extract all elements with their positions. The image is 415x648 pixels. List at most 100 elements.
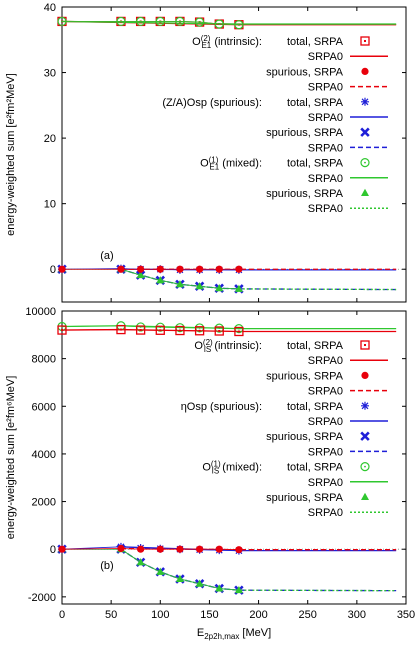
legend-entry-label: total, SRPA: [287, 36, 344, 48]
data-point-intrinsic_spurious: [137, 265, 145, 273]
legend-marker: [361, 371, 369, 379]
data-point-intrinsic_spurious: [196, 545, 204, 553]
data-point-mixed_total-dot: [61, 20, 63, 23]
data-point-intrinsic_total: [116, 324, 126, 335]
data-point-intrinsic_spurious: [58, 265, 66, 273]
legend-entry-label: SRPA0: [308, 355, 343, 367]
series-line-spurious_spurious: [62, 268, 239, 290]
data-point-mixed_total: [234, 20, 244, 30]
y-tick-label: 30: [44, 68, 56, 80]
legend-entry-label: spurious, SRPA: [266, 127, 343, 139]
panel-b: 0 50 100 150 200 250 300 350-200002000400060008…: [5, 306, 415, 641]
data-point-intrinsic_total: [175, 325, 185, 336]
legend-marker: [361, 67, 369, 75]
data-point-intrinsic_spurious: [156, 545, 164, 553]
data-point-mixed_total-dot: [198, 327, 201, 329]
data-point-mixed_spurious: [156, 567, 165, 575]
data-point-mixed_spurious: [175, 574, 184, 582]
panel-label: (b): [100, 560, 113, 572]
legend-marker: [360, 340, 370, 350]
legend-entry-label: SRPA0: [308, 416, 343, 428]
legend-entry-label: SRPA0: [308, 51, 343, 63]
data-point-mixed_total: [155, 16, 165, 27]
data-point-intrinsic_spurious: [215, 265, 223, 273]
data-point-mixed_total-dot: [139, 20, 142, 23]
legend-entry-label: spurious, SRPA: [266, 370, 343, 382]
legend-marker: [361, 401, 369, 410]
data-point-intrinsic_spurious: [176, 265, 184, 273]
data-point-intrinsic_total-dot: [119, 328, 122, 331]
srpa0-line: [61, 20, 397, 25]
legend-entry-label: total, SRPA: [287, 340, 344, 352]
y-tick-label: -2000: [28, 592, 56, 604]
legend-entry-label: SRPA0: [308, 477, 343, 489]
data-point-intrinsic_total-dot: [139, 329, 142, 332]
legend-marker: [360, 158, 370, 168]
data-point-mixed_total-dot: [179, 20, 181, 23]
data-point-mixed_total: [136, 16, 146, 27]
legend-entry-label: total, SRPA: [287, 97, 344, 109]
data-point-intrinsic_spurious: [196, 265, 204, 273]
data-point-intrinsic_spurious: [58, 545, 66, 553]
data-point-mixed_total-dot: [218, 23, 221, 25]
y-tick-label: 10: [44, 199, 56, 211]
x-axis-label: E2p2h,max [MeV]: [197, 627, 271, 641]
legend-group-label: O(1) IS (mixed):: [202, 460, 262, 476]
data-point-mixed_total: [116, 16, 126, 27]
panel-label: (a): [100, 250, 113, 262]
data-point-mixed_total-dot: [238, 327, 240, 330]
legend-entry-label: spurious, SRPA: [266, 431, 343, 443]
data-point-mixed_spurious: [234, 585, 243, 594]
legend-group-label: O(2) IS (intrinsic):: [194, 338, 262, 354]
data-point-mixed_total: [195, 17, 205, 27]
legend-entry-label: total, SRPA: [287, 158, 344, 170]
legend-entry-label: spurious, SRPA: [266, 66, 343, 78]
legend-marker: [360, 431, 370, 441]
data-point-intrinsic_spurious: [215, 545, 223, 553]
x-tick-label: 150: [200, 609, 218, 621]
data-point-intrinsic_total: [194, 326, 205, 336]
y-tick-label: 0: [50, 544, 56, 556]
data-point-mixed_spurious: [195, 282, 204, 290]
y-tick-label: 20: [44, 133, 56, 145]
series-line-mixed_spurious: [62, 268, 239, 290]
data-point-intrinsic_spurious: [117, 265, 125, 273]
data-point-intrinsic_total: [234, 326, 244, 337]
data-point-mixed_spurious: [156, 276, 165, 284]
legend-group-label: ηOsp (spurious):: [181, 401, 262, 413]
data-point-mixed_spurious: [136, 558, 145, 566]
y-tick-label: 0: [50, 264, 56, 276]
legend-marker-dot: [364, 40, 366, 42]
legend-marker: [360, 127, 370, 137]
legend-marker: [360, 36, 370, 46]
legend-entry-label: SRPA0: [308, 112, 343, 124]
data-point-intrinsic_spurious: [176, 545, 184, 553]
data-point-mixed_total: [57, 16, 67, 27]
data-point-intrinsic_total-dot: [198, 329, 201, 332]
series-line-mixed_total: [62, 21, 239, 26]
data-point-intrinsic_total-dot: [178, 329, 181, 332]
legend-marker: [361, 97, 369, 106]
legend-entry-label: SRPA0: [308, 203, 343, 215]
data-point-mixed_spurious: [175, 280, 184, 288]
data-point-intrinsic_spurious: [117, 544, 125, 553]
data-point-intrinsic_spurious: [235, 265, 243, 273]
data-point-intrinsic_spurious: [235, 546, 243, 554]
data-point-intrinsic_total: [57, 325, 67, 335]
legend-entry-label: SRPA0: [308, 507, 343, 519]
series-line-intrinsic_total: [61, 329, 239, 332]
series-line-spurious_spurious: [62, 548, 239, 591]
legend-marker-dot: [364, 161, 366, 164]
data-point-intrinsic_total: [214, 326, 224, 336]
legend-entry-label: total, SRPA: [287, 401, 344, 413]
legend-entry-label: SRPA0: [308, 446, 343, 458]
y-tick-label: 4000: [32, 449, 56, 461]
y-tick-label: 6000: [32, 401, 56, 413]
data-point-intrinsic_total: [135, 325, 146, 335]
data-point-mixed_total: [175, 16, 185, 27]
legend-marker: [361, 188, 369, 196]
y-axis-label: energy-weighted sum [e²fm⁶MeV]: [5, 376, 17, 539]
data-point-mixed_total-dot: [218, 327, 221, 330]
data-point-mixed_total-dot: [238, 23, 240, 26]
